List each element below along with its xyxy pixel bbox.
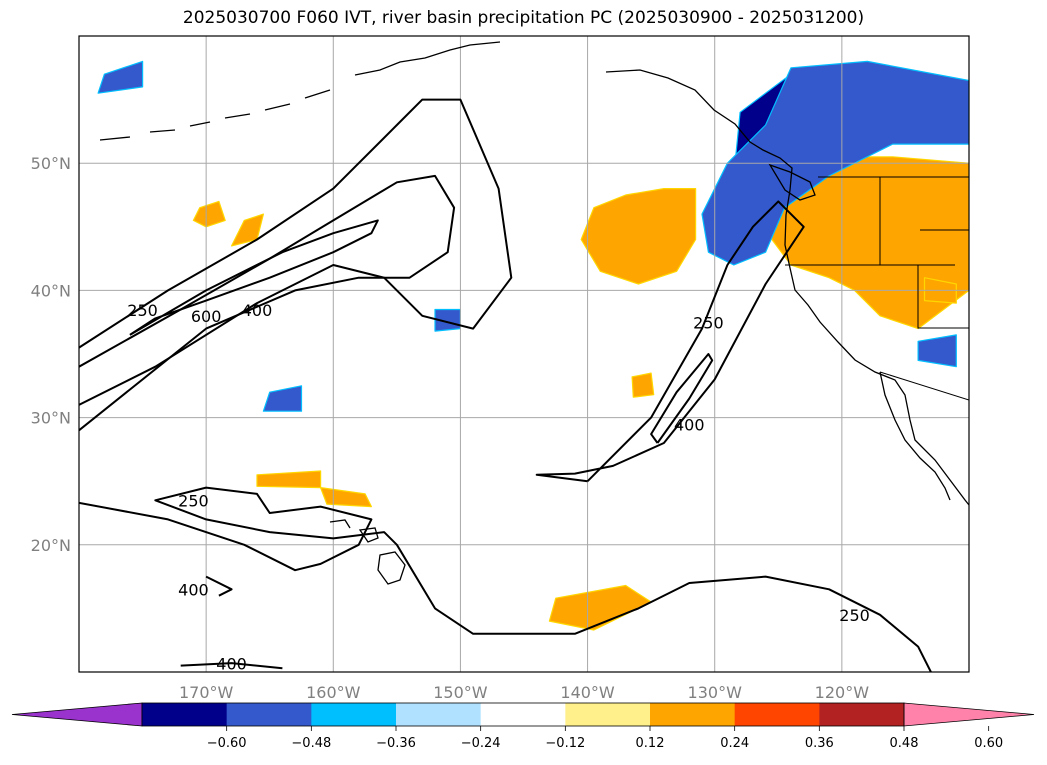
latitude-tick-label: 20°N — [31, 536, 71, 555]
colorbar-segment — [311, 703, 397, 726]
colorbar-tick-label: 0.60 — [974, 736, 1003, 751]
ivt-contour-label: 400 — [674, 415, 705, 434]
longitude-tick-label: 140°W — [560, 683, 615, 702]
longitude-tick-label: 170°W — [179, 683, 234, 702]
precip-anomaly-patch — [580, 188, 697, 285]
longitude-tick-label: 150°W — [433, 683, 488, 702]
precipitation-anomaly-layer — [97, 60, 969, 631]
colorbar-tick-label: −0.36 — [376, 736, 416, 751]
colorbar-segment — [819, 703, 905, 726]
longitude-tick-label: 120°W — [815, 683, 870, 702]
ivt-contour-label: 400 — [242, 301, 273, 320]
colorbar-segment — [650, 703, 736, 726]
precip-anomaly-patch — [192, 200, 226, 228]
axis-ticks: 50°N 40°N 30°N 20°N 170°W 160°W 150°W 140°W 130°… — [31, 154, 870, 702]
ivt-contour-label: 600 — [191, 307, 222, 326]
ivt-contour-layer — [79, 98, 932, 672]
colorbar-tick-label: −0.60 — [207, 736, 247, 751]
colorbar-extend-low — [11, 702, 143, 727]
ivt-contour-400 — [205, 575, 233, 597]
ivt-contour-400 — [180, 662, 283, 670]
alaska-panhandle-coastline — [354, 41, 501, 76]
ivt-contour-labels: 250 600 400 250 400 250 400 400 250 — [127, 301, 870, 673]
precip-anomaly-patch — [631, 372, 655, 398]
aleutian-islands — [99, 89, 331, 141]
colorbar-segment — [226, 703, 312, 726]
coastline-layer — [99, 41, 969, 585]
map-frame — [78, 35, 970, 673]
latitude-tick-label: 50°N — [31, 154, 71, 173]
colorbar-tick-label: 0.24 — [720, 736, 749, 751]
ivt-contour-label: 400 — [216, 654, 247, 673]
ivt-contour-250 — [79, 486, 932, 672]
ivt-contour-400 — [650, 353, 714, 444]
ivt-contour-250 — [535, 200, 805, 483]
colorbar-tick-label: −0.48 — [291, 736, 331, 751]
precip-anomaly-patch — [262, 385, 303, 412]
precip-anomaly-patch — [917, 334, 957, 368]
latitude-tick-label: 40°N — [31, 281, 71, 300]
colorbar-tick-label: −0.12 — [545, 736, 585, 751]
ivt-contour-label: 250 — [839, 606, 870, 625]
longitude-tick-label: 130°W — [688, 683, 743, 702]
colorbar-segment — [480, 703, 566, 726]
ivt-contour-label: 250 — [693, 314, 724, 333]
precip-anomaly-patch — [548, 584, 652, 631]
ivt-contour-label: 250 — [178, 492, 209, 511]
colorbar-tick-label: 0.12 — [636, 736, 665, 751]
us-state-borders — [785, 176, 969, 401]
vancouver-island — [768, 163, 816, 201]
ivt-contour-600 — [129, 219, 379, 336]
colorbar-tick-label: 0.48 — [890, 736, 919, 751]
colorbar-extend-high — [903, 702, 1035, 727]
north-america-coastline — [605, 69, 969, 506]
map-title: 2025030700 F060 IVT, river basin precipi… — [182, 8, 865, 28]
colorbar-tick-label: 0.36 — [805, 736, 834, 751]
baja-peninsula-coastline — [879, 371, 951, 501]
colorbar-tick-label: −0.24 — [461, 736, 501, 751]
longitude-tick-label: 160°W — [306, 683, 361, 702]
colorbar: −0.60 −0.48 −0.36 −0.24 −0.12 0.12 0.24 0.36 0.4… — [11, 702, 1035, 751]
colorbar-segment — [565, 703, 651, 726]
ivt-contour-label: 250 — [127, 301, 158, 320]
hawaii-islands — [329, 519, 406, 585]
colorbar-segment — [396, 703, 482, 726]
colorbar-segment — [142, 703, 228, 726]
colorbar-segment — [734, 703, 820, 726]
ivt-contour-label: 400 — [178, 581, 209, 600]
latitude-tick-label: 30°N — [31, 409, 71, 428]
graticule — [79, 36, 969, 672]
precip-anomaly-patch — [97, 60, 144, 94]
ivt-contour-250 — [79, 98, 513, 406]
colorbar-frame — [141, 702, 905, 727]
